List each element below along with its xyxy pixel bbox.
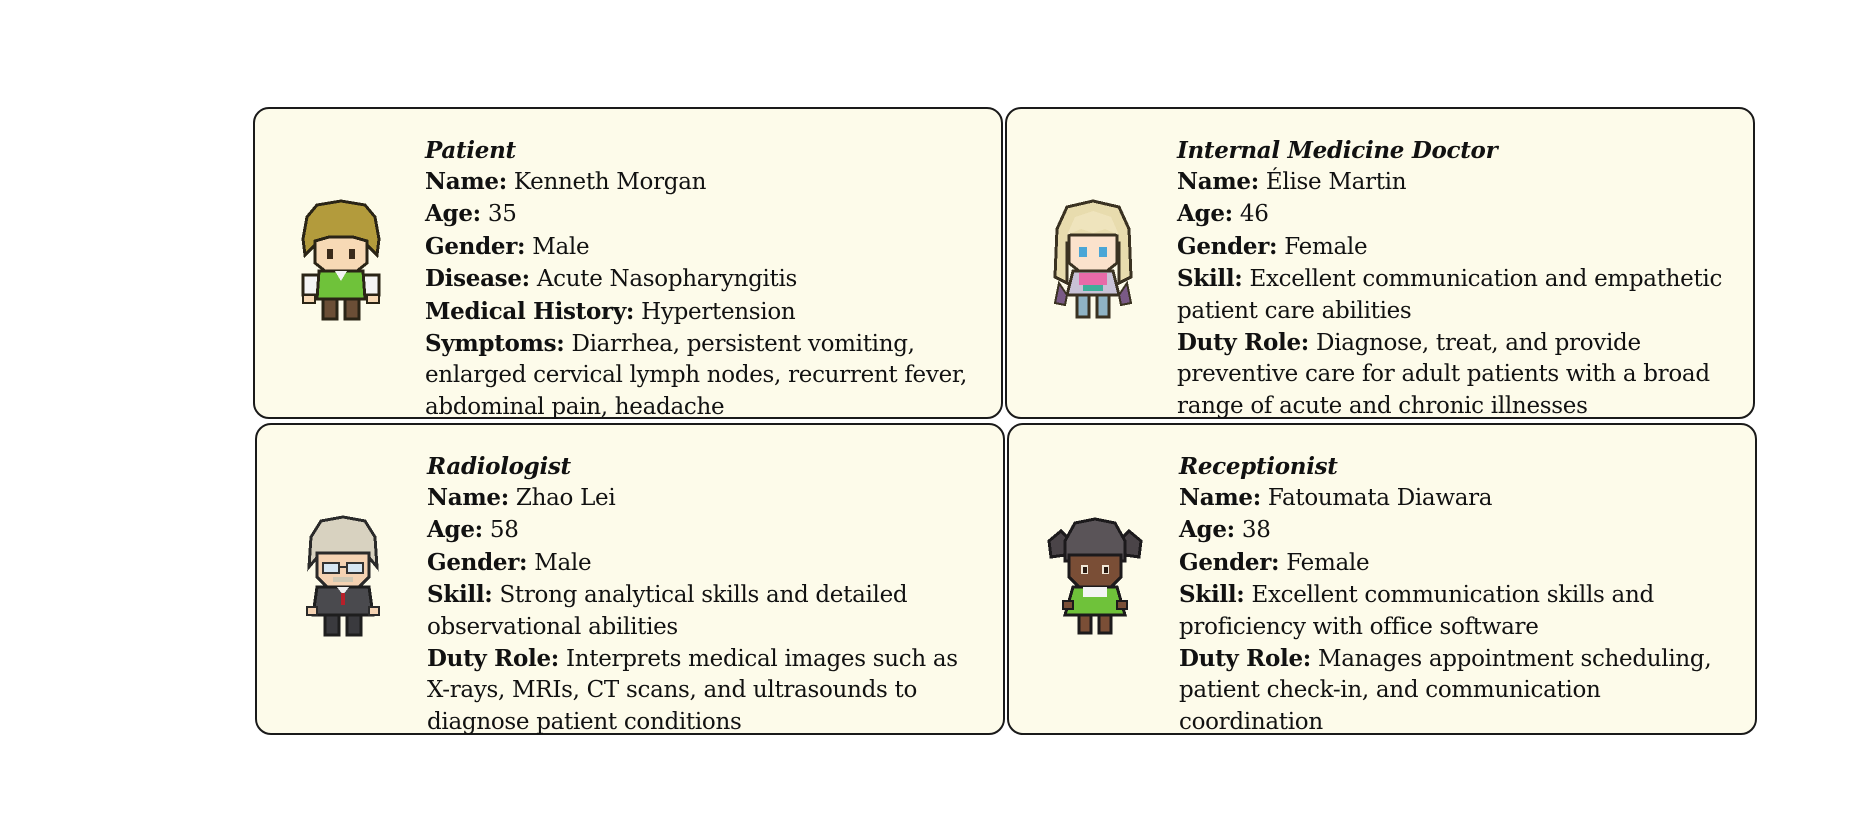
dark-skinned-girl-pigtails-green-dress-avatar — [1047, 517, 1143, 635]
field-name: Name: Fatoumata Diawara — [1179, 482, 1739, 514]
field-name: Name: Kenneth Morgan — [425, 166, 985, 198]
blonde-woman-pink-dress-avatar — [1053, 199, 1133, 319]
field-value: Diagnose, treat, and provide preventive … — [1177, 330, 1710, 419]
character-info: Radiologist Name: Zhao Lei Age: 58 Gende… — [427, 451, 987, 738]
field-label: Gender: — [425, 232, 526, 260]
field-label: Gender: — [427, 548, 528, 576]
field-age: Age: 46 — [1177, 198, 1737, 230]
field-label: Disease: — [425, 265, 530, 293]
character-role: Receptionist — [1179, 453, 1338, 480]
blonde-boy-green-vest-avatar — [301, 199, 381, 321]
field-label: Gender: — [1177, 232, 1278, 260]
field-duty-role: Duty Role: Manages appointment schedulin… — [1179, 643, 1739, 738]
field-name: Name: Zhao Lei — [427, 482, 987, 514]
field-label: Name: — [427, 484, 509, 511]
field-value: 58 — [489, 517, 519, 544]
grey-haired-man-glasses-suit-avatar — [306, 515, 380, 637]
field-label: Gender: — [1179, 548, 1280, 576]
field-value: Diarrhea, persistent vomiting, enlarged … — [425, 331, 968, 420]
field-value: Acute Nasopharyngitis — [536, 266, 798, 293]
field-label: Duty Role: — [427, 645, 559, 673]
field-gender: Gender: Male — [425, 231, 985, 263]
field-value: Interprets medical images such as X-rays… — [427, 646, 958, 735]
field-value: Excellent communication and empathetic p… — [1177, 266, 1723, 324]
field-value: 35 — [487, 201, 517, 228]
field-gender: Gender: Female — [1179, 547, 1739, 579]
field-label: Duty Role: — [1177, 329, 1309, 357]
field-skill: Skill: Excellent communication and empat… — [1177, 263, 1737, 327]
field-gender: Gender: Male — [427, 547, 987, 579]
field-value: Male — [534, 549, 592, 576]
character-card-radiologist: Radiologist Name: Zhao Lei Age: 58 Gende… — [255, 423, 1005, 735]
field-value: Zhao Lei — [515, 485, 616, 511]
character-info: Receptionist Name: Fatoumata Diawara Age… — [1179, 451, 1739, 738]
character-role: Patient — [425, 137, 516, 164]
field-value: Manages appointment scheduling, patient … — [1179, 646, 1712, 735]
field-value: Female — [1286, 549, 1370, 576]
field-value: Hypertension — [641, 298, 796, 325]
character-info: Patient Name: Kenneth Morgan Age: 35 Gen… — [425, 135, 985, 423]
field-medical-history: Medical History: Hypertension — [425, 296, 985, 328]
character-card-patient: Patient Name: Kenneth Morgan Age: 35 Gen… — [253, 107, 1003, 420]
field-skill: Skill: Excellent communication skills an… — [1179, 579, 1739, 643]
field-duty-role: Duty Role: Interprets medical images suc… — [427, 643, 987, 738]
field-value: Fatoumata Diawara — [1267, 485, 1493, 511]
field-label: Age: — [427, 516, 483, 544]
character-card-internal-medicine-doctor: Internal Medicine Doctor Name: Élise Mar… — [1005, 107, 1755, 419]
field-label: Age: — [1179, 516, 1235, 544]
field-skill: Skill: Strong analytical skills and deta… — [427, 579, 987, 643]
field-label: Duty Role: — [1179, 645, 1311, 673]
field-value: Male — [532, 233, 590, 260]
field-label: Age: — [425, 200, 481, 228]
character-info: Internal Medicine Doctor Name: Élise Mar… — [1177, 135, 1737, 422]
field-duty-role: Duty Role: Diagnose, treat, and provide … — [1177, 327, 1737, 422]
field-value: Excellent communication skills and profi… — [1179, 582, 1654, 640]
field-age: Age: 38 — [1179, 514, 1739, 546]
field-name: Name: Élise Martin — [1177, 166, 1737, 198]
field-label: Age: — [1177, 200, 1233, 228]
field-value: Kenneth Morgan — [513, 169, 707, 195]
field-label: Name: — [1179, 484, 1261, 511]
field-label: Skill: — [427, 581, 493, 609]
field-disease: Disease: Acute Nasopharyngitis — [425, 263, 985, 295]
field-label: Skill: — [1177, 265, 1243, 293]
character-role: Internal Medicine Doctor — [1177, 137, 1498, 164]
field-label: Name: — [425, 168, 507, 195]
field-value: Female — [1284, 233, 1368, 260]
field-value: 46 — [1239, 201, 1269, 228]
field-value: 38 — [1241, 517, 1271, 544]
field-age: Age: 35 — [425, 198, 985, 230]
field-value: Strong analytical skills and detailed ob… — [427, 582, 908, 640]
field-age: Age: 58 — [427, 514, 987, 546]
field-label: Name: — [1177, 168, 1259, 195]
character-role: Radiologist — [427, 453, 571, 480]
field-label: Medical History: — [425, 297, 635, 325]
field-label: Symptoms: — [425, 330, 565, 358]
field-value: Élise Martin — [1265, 169, 1407, 195]
field-gender: Gender: Female — [1177, 231, 1737, 263]
character-card-receptionist: Receptionist Name: Fatoumata Diawara Age… — [1007, 423, 1757, 735]
field-symptoms: Symptoms: Diarrhea, persistent vomiting,… — [425, 328, 985, 423]
field-label: Skill: — [1179, 581, 1245, 609]
